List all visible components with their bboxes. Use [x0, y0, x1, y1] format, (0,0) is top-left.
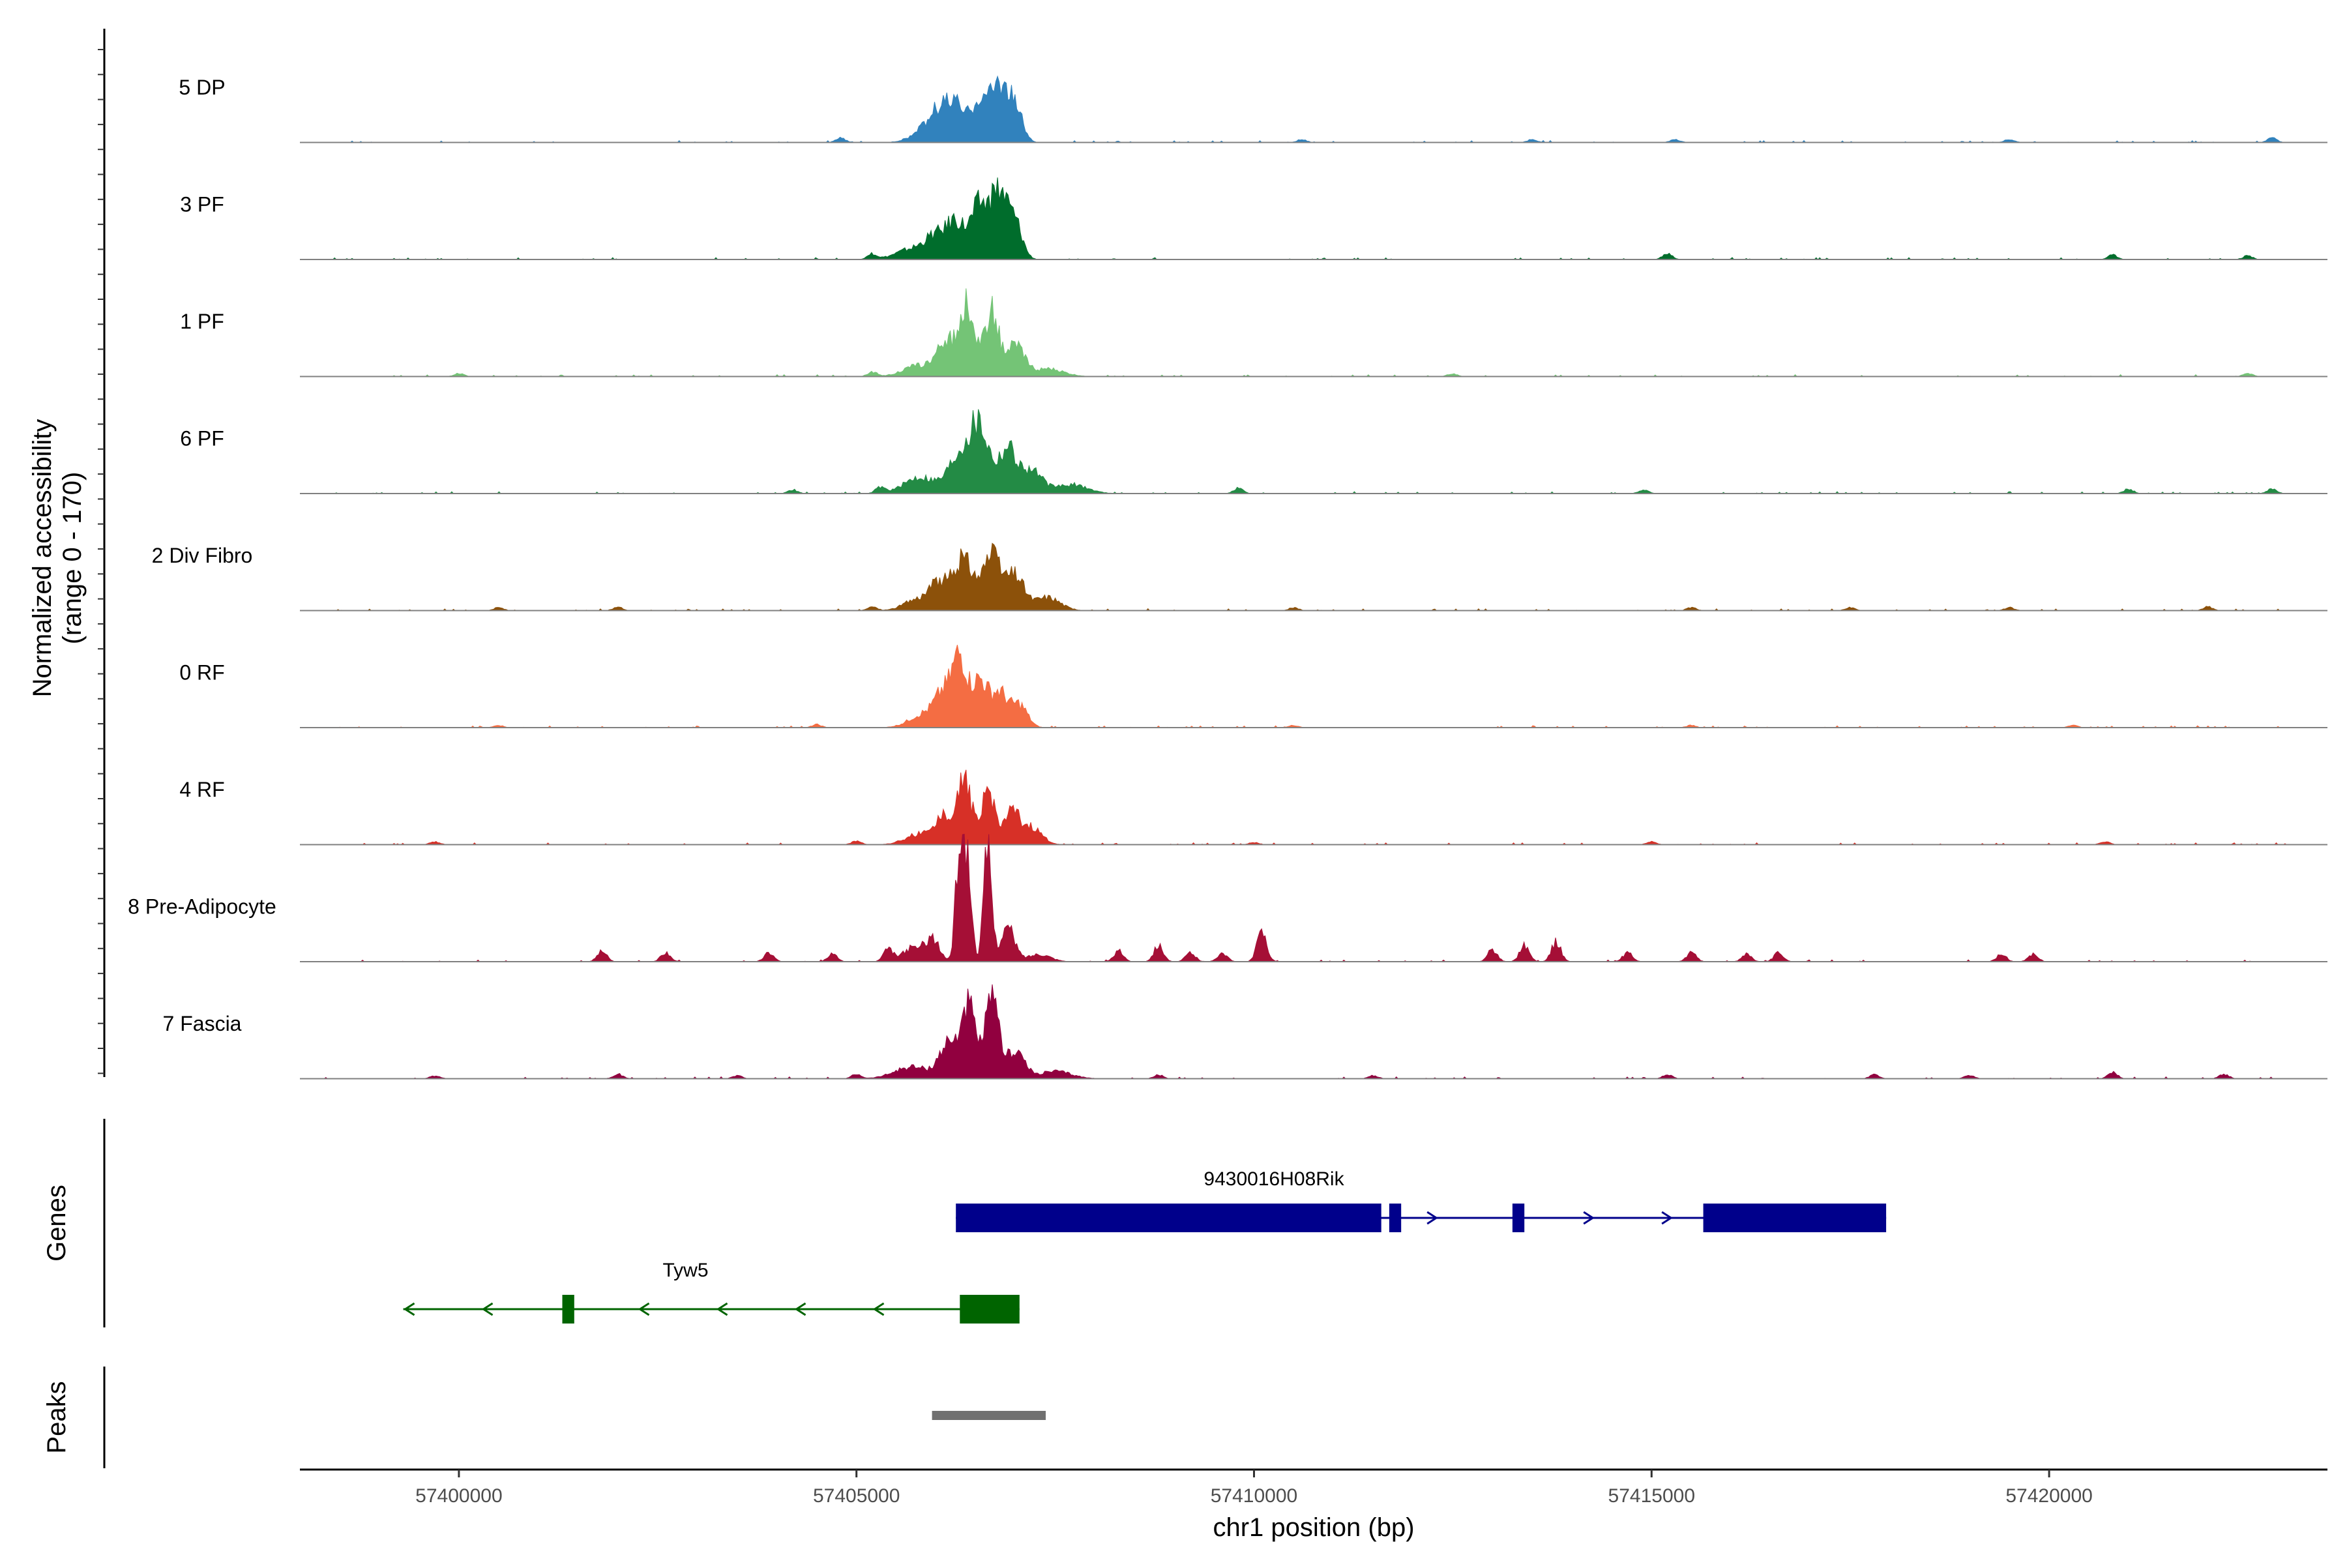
track-0-rf: 0 RF	[179, 644, 2327, 728]
gene-models: 9430016H08Rik Tyw5	[403, 1168, 1887, 1324]
track-5-dp: 5 DP	[179, 75, 2327, 143]
strand-chevron	[638, 1302, 650, 1316]
position-axis: 57400000 57405000 57410000 57415000 57420000…	[300, 1468, 2327, 1542]
y-axis-title: Normalized accessibility	[28, 419, 57, 698]
gene-exon	[956, 1204, 1381, 1232]
accessibility-axis: Normalized accessibility (range 0 - 170)	[28, 29, 106, 1077]
gene-name-label: 9430016H08Rik	[1203, 1168, 1344, 1190]
coverage-tracks: 5 DP 3 PF 1 PF 6 PF 2 Div Fibro 0 RF 4 RF 8 Pre…	[128, 75, 2327, 1080]
gene-exon	[1703, 1204, 1887, 1232]
strand-chevron	[716, 1302, 728, 1316]
strand-chevron	[1583, 1211, 1595, 1225]
track-label: 2 Div Fibro	[152, 544, 253, 567]
track-4-rf: 4 RF	[179, 769, 2327, 846]
track-label: 3 PF	[180, 193, 224, 216]
x-axis-ticks: 57400000 57405000 57410000 57415000 57420000	[415, 1470, 2093, 1507]
strand-chevron	[403, 1302, 415, 1316]
track-label: 7 Fascia	[163, 1012, 242, 1035]
track-label: 5 DP	[179, 76, 225, 99]
strand-chevron	[872, 1302, 885, 1316]
track-label: 1 PF	[180, 310, 224, 333]
gene-exon	[1512, 1204, 1525, 1232]
genes-panel-title: Genes	[42, 1185, 71, 1262]
peaks-panel-title: Peaks	[42, 1381, 71, 1453]
track-label: 6 PF	[180, 427, 224, 451]
x-tick-label: 57420000	[2005, 1485, 2092, 1507]
track-label: 4 RF	[179, 778, 224, 801]
gene-name-label: Tyw5	[662, 1260, 708, 1281]
x-tick-label: 57405000	[813, 1485, 900, 1507]
peak-region-bar	[932, 1411, 1046, 1420]
x-axis-title: chr1 position (bp)	[1213, 1513, 1414, 1542]
strand-chevron	[794, 1302, 806, 1316]
gene-exon	[1389, 1204, 1402, 1232]
gene-tyw5: Tyw5	[403, 1260, 1020, 1324]
track-7-fascia: 7 Fascia	[163, 984, 2327, 1080]
strand-chevron	[1661, 1211, 1673, 1225]
genes-panel: Genes 9430016H08Rik Tyw5	[42, 1119, 1887, 1327]
x-tick-label: 57410000	[1211, 1485, 1297, 1507]
strand-chevron	[481, 1302, 494, 1316]
track-8-pre-adipocyte: 8 Pre-Adipocyte	[128, 833, 2327, 962]
y-axis-range: (range 0 - 170)	[58, 472, 87, 645]
track-label: 0 RF	[179, 661, 224, 685]
strand-chevron	[1426, 1211, 1438, 1225]
track-label: 8 Pre-Adipocyte	[128, 895, 276, 919]
track-6-pf: 6 PF	[180, 409, 2327, 494]
gene-9430016h08rik: 9430016H08Rik	[956, 1168, 1887, 1232]
x-tick-label: 57415000	[1608, 1485, 1695, 1507]
gene-exon	[960, 1295, 1020, 1324]
y-axis-ticks	[98, 49, 104, 1074]
track-1-pf: 1 PF	[180, 288, 2327, 377]
peak-regions	[932, 1411, 1046, 1420]
peaks-panel: Peaks	[42, 1367, 1046, 1468]
track-2-div-fibro: 2 Div Fibro	[152, 542, 2327, 612]
track-3-pf: 3 PF	[180, 177, 2327, 260]
gene-exon	[562, 1295, 574, 1324]
x-tick-label: 57400000	[415, 1485, 502, 1507]
